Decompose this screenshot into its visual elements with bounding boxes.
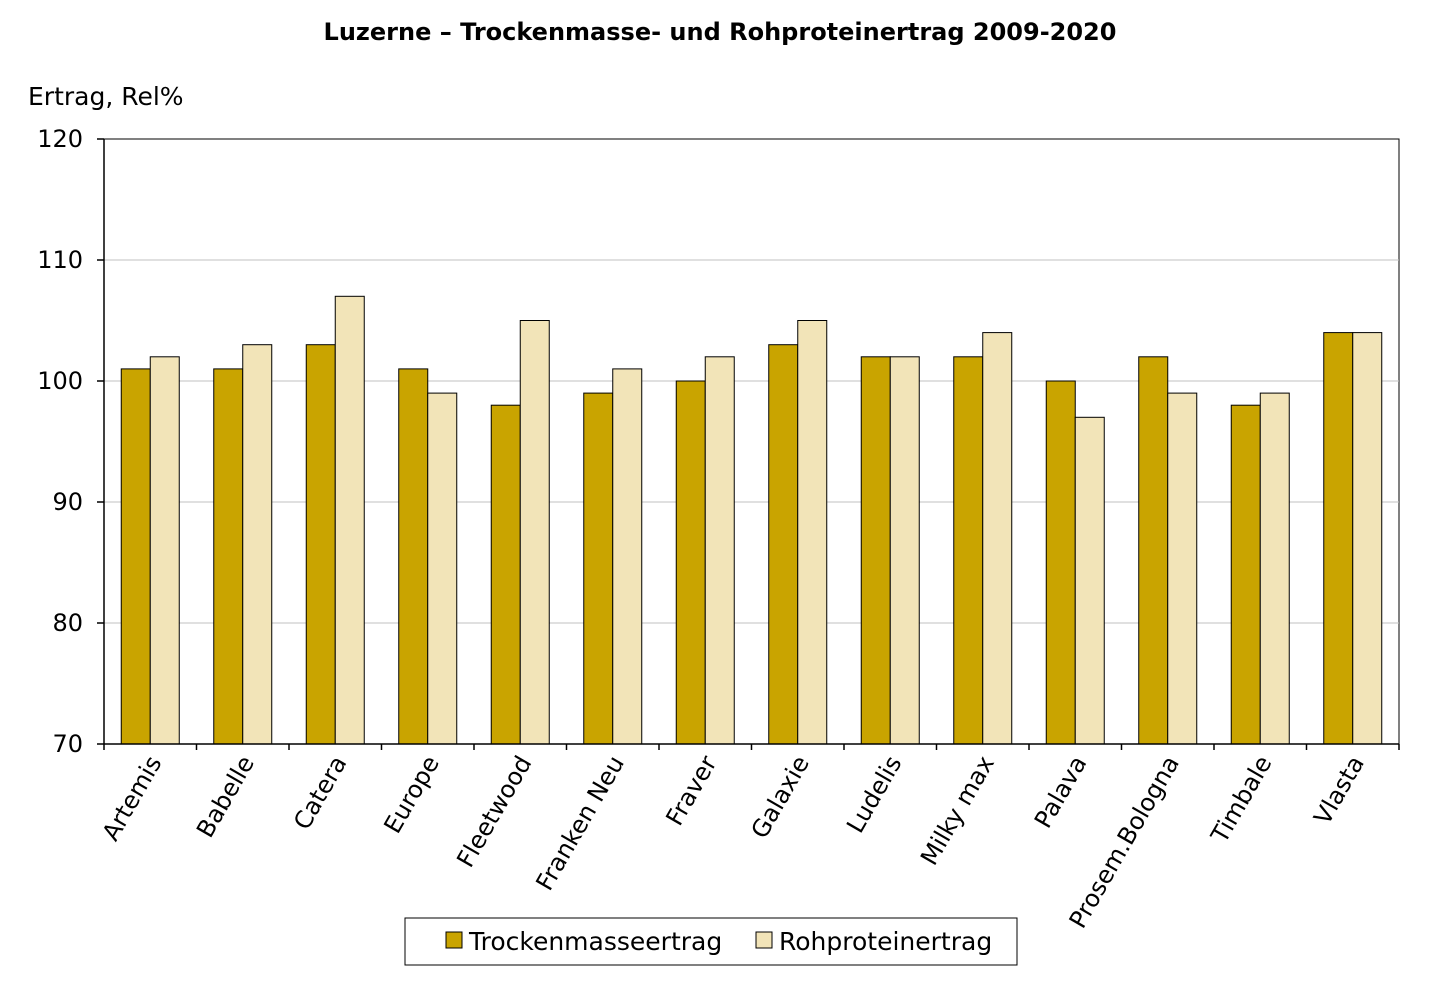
bar-trockenmasseertrag-franken-neu (583, 392, 614, 745)
x-tick-label-fraver: Fraver (660, 751, 722, 830)
bar-trockenmasseertrag-prosem-bologna (1138, 356, 1169, 745)
bar-trockenmasseertrag-vlasta (1323, 332, 1354, 745)
bar-trockenmasseertrag-europe (398, 368, 429, 745)
bar-trockenmasseertrag-palava (1045, 380, 1076, 745)
x-tick-label-milky-max: Milky max (915, 751, 1000, 870)
bar-trockenmasseertrag-fraver (675, 380, 706, 745)
y-tick-label: 70 (52, 730, 83, 758)
plot-area (103, 138, 1400, 745)
bar-rohproteinertrag-babelle (242, 344, 273, 745)
x-tick-label-catera: Catera (288, 751, 352, 834)
bar-rohproteinertrag-palava (1074, 416, 1105, 745)
bar-rohproteinertrag-fraver (704, 356, 735, 745)
y-tick-label: 120 (37, 125, 83, 153)
x-tick-label-europe: Europe (378, 751, 444, 838)
y-axis-label: Ertrag, Rel% (28, 82, 184, 111)
bar-trockenmasseertrag-ludelis (860, 356, 891, 745)
bar-rohproteinertrag-artemis (149, 356, 180, 745)
y-tick-labels: 70 80 90 100 110 120 (37, 125, 83, 758)
bar-rohproteinertrag-ludelis (889, 356, 920, 745)
bar-rohproteinertrag-galaxie (797, 320, 828, 745)
legend-box (404, 917, 1018, 966)
legend-label-rohproteinertrag: Rohproteinertrag (779, 927, 992, 956)
y-tick-label: 100 (37, 367, 83, 395)
x-tick-label-vlasta: Vlasta (1308, 751, 1369, 829)
legend-swatch-rohproteinertrag (755, 931, 773, 949)
axes (97, 138, 1400, 750)
x-tick-labels: Artemis Babelle Catera Europe FleetwoodFrank… (97, 751, 1370, 933)
bar-trockenmasseertrag-babelle (213, 368, 244, 745)
x-tick-label-fleetwood: Fleetwood (451, 751, 537, 872)
x-tick-label-ludelis: Ludelis (841, 751, 907, 838)
legend: Trockenmasseertrag Rohproteinertrag (404, 917, 1018, 966)
bars (120, 295, 1383, 745)
y-tick-label: 80 (52, 609, 83, 637)
y-tick-label: 90 (52, 488, 83, 516)
x-tick-label-palava: Palava (1029, 751, 1092, 833)
legend-swatch-trockenmasseertrag (445, 931, 463, 949)
bar-trockenmasseertrag-artemis (120, 368, 151, 745)
x-tick-label-franken-neu: Franken Neu (530, 751, 629, 895)
bar-rohproteinertrag-prosem-bologna (1167, 392, 1198, 745)
bar-rohproteinertrag-timbale (1259, 392, 1290, 745)
bar-trockenmasseertrag-milky-max (953, 356, 984, 745)
bar-rohproteinertrag-catera (334, 295, 365, 745)
bar-rohproteinertrag-fleetwood (519, 320, 550, 745)
legend-label-trockenmasseertrag: Trockenmasseertrag (468, 927, 722, 956)
x-tick-label-galaxie: Galaxie (746, 751, 815, 843)
x-tick-label-artemis: Artemis (97, 751, 168, 846)
x-tick-label-timbale: Timbale (1205, 751, 1277, 848)
chart-title: Luzerne – Trockenmasse- und Rohproteiner… (324, 18, 1117, 46)
bar-trockenmasseertrag-catera (305, 344, 336, 745)
bar-trockenmasseertrag-timbale (1230, 404, 1261, 745)
y-tick-label: 110 (37, 246, 83, 274)
bar-rohproteinertrag-milky-max (982, 332, 1013, 745)
bar-trockenmasseertrag-fleetwood (490, 404, 521, 745)
bar-rohproteinertrag-europe (427, 392, 458, 745)
bar-rohproteinertrag-vlasta (1352, 332, 1383, 745)
bar-trockenmasseertrag-galaxie (768, 344, 799, 745)
bar-rohproteinertrag-franken-neu (612, 368, 643, 745)
x-tick-label-babelle: Babelle (191, 751, 260, 842)
